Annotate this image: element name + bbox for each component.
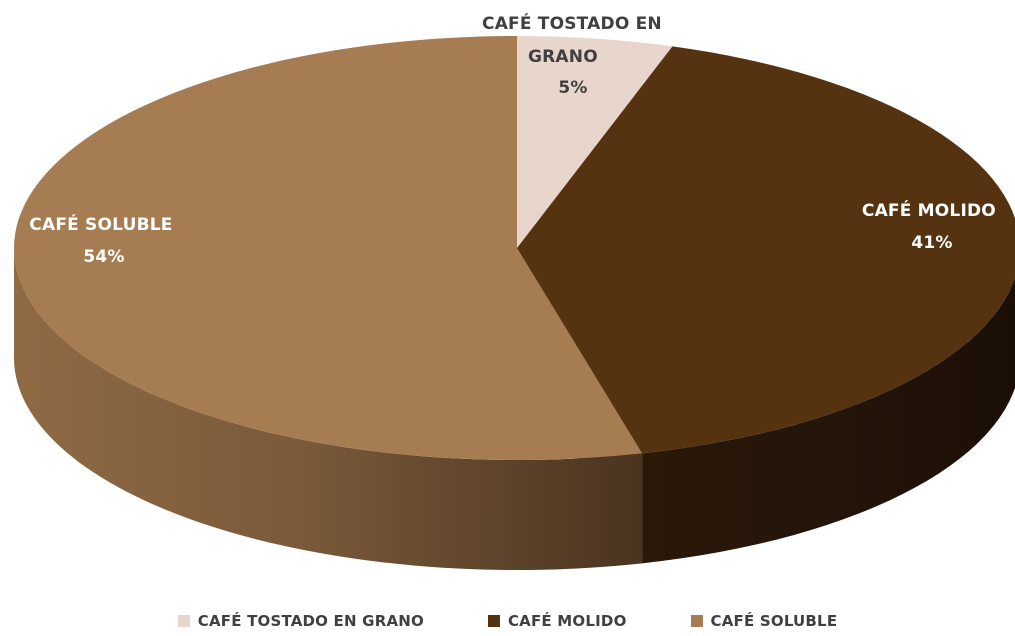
legend: CAFÉ TOSTADO EN GRANO CAFÉ MOLIDO CAFÉ S…	[0, 609, 1015, 633]
legend-swatch-molido	[487, 615, 500, 627]
slice-molido[interactable]	[517, 46, 1015, 454]
slice-label-tostado: CAFÉ TOSTADO EN GRANO 5%	[482, 12, 668, 98]
slice-label-tostado-value: 5%	[558, 78, 587, 98]
slice-side-molido	[642, 277, 1015, 564]
legend-label-soluble: CAFÉ SOLUBLE	[710, 612, 838, 630]
slice-label-molido-line1: CAFÉ MOLIDO	[862, 199, 996, 221]
slice-tostado[interactable]	[517, 36, 673, 248]
legend-label-tostado: CAFÉ TOSTADO EN GRANO	[197, 612, 424, 630]
legend-item-tostado[interactable]: CAFÉ TOSTADO EN GRANO	[177, 612, 424, 630]
legend-swatch-soluble	[690, 615, 703, 627]
slice-label-tostado-line2: GRANO	[528, 47, 598, 67]
legend-item-molido[interactable]: CAFÉ MOLIDO	[487, 612, 627, 630]
slice-label-soluble: CAFÉ SOLUBLE 54%	[29, 213, 178, 267]
slice-label-soluble-value: 54%	[83, 247, 124, 267]
slice-label-molido: CAFÉ MOLIDO 41%	[862, 199, 1002, 253]
slice-labels: CAFÉ TOSTADO EN GRANO 5% CAFÉ MOLIDO 41%…	[29, 12, 1002, 267]
slice-label-soluble-line1: CAFÉ SOLUBLE	[29, 213, 172, 235]
slice-label-tostado-line1: CAFÉ TOSTADO EN	[482, 12, 662, 34]
slice-side-soluble	[14, 248, 643, 570]
legend-label-molido: CAFÉ MOLIDO	[507, 612, 627, 630]
slice-label-molido-value: 41%	[911, 233, 952, 253]
slice-soluble[interactable]	[14, 36, 643, 460]
legend-item-soluble[interactable]: CAFÉ SOLUBLE	[690, 612, 838, 630]
pie-tops	[14, 36, 1015, 460]
legend-swatch-tostado	[177, 615, 190, 627]
